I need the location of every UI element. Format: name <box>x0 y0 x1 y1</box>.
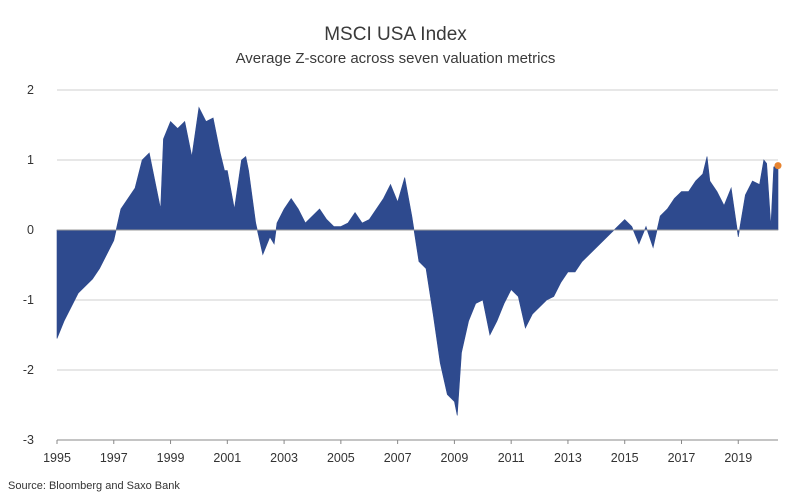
x-tick-label: 2017 <box>668 451 696 465</box>
y-tick-label: 0 <box>27 223 34 237</box>
x-tick-label: 2007 <box>384 451 412 465</box>
last-value-marker <box>774 162 782 170</box>
y-tick-label: 1 <box>27 153 34 167</box>
x-tick-label: 2005 <box>327 451 355 465</box>
x-tick-label: 1999 <box>157 451 185 465</box>
area-series <box>56 106 779 416</box>
x-tick-label: 2015 <box>611 451 639 465</box>
x-tick-label: 2009 <box>440 451 468 465</box>
x-tick-label: 1997 <box>100 451 128 465</box>
x-tick-label: 2001 <box>213 451 241 465</box>
y-tick-label: -2 <box>23 363 34 377</box>
chart-subtitle: Average Z-score across seven valuation m… <box>235 50 556 67</box>
y-tick-label: -1 <box>23 293 34 307</box>
chart-title: MSCI USA Index <box>324 24 467 45</box>
source-note: Source: Bloomberg and Saxo Bank <box>8 480 180 492</box>
x-tick-label: 2003 <box>270 451 298 465</box>
x-tick-label: 2019 <box>724 451 752 465</box>
x-tick-label: 2011 <box>498 451 525 465</box>
y-tick-label: 2 <box>27 83 34 97</box>
y-tick-label: -3 <box>23 433 34 447</box>
x-tick-label: 2013 <box>554 451 582 465</box>
x-tick-label: 1995 <box>43 451 71 465</box>
